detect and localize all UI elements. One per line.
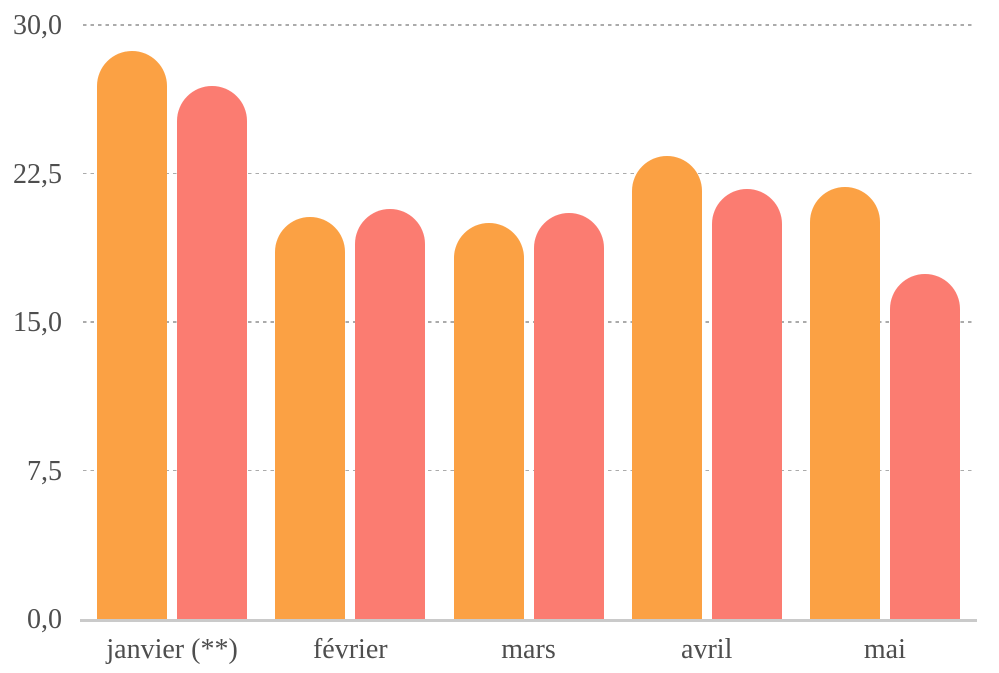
- gridline-7-5: [83, 469, 974, 472]
- x-axis-category-label: février: [312, 634, 388, 665]
- bar-red-février: [355, 209, 426, 619]
- y-axis-tick-label: 22,5: [13, 158, 62, 190]
- bar-orange-mai: [809, 187, 880, 619]
- x-axis-category-label: janvier (**): [106, 634, 238, 665]
- bar-red-mars: [533, 213, 604, 619]
- bar-orange-février: [275, 217, 346, 619]
- y-axis-tick-label: 7,5: [27, 455, 62, 487]
- x-axis-category-label: mai: [863, 634, 906, 665]
- y-axis-tick-label: 0,0: [27, 604, 62, 635]
- bar-orange-avril: [631, 155, 702, 619]
- x-axis-category-label: mars: [501, 634, 556, 665]
- y-axis-tick-label: 15,0: [13, 307, 62, 338]
- gridline-30-0: [83, 24, 974, 26]
- gridline-22-5: [83, 172, 974, 175]
- x-axis-category-label: avril: [681, 634, 733, 665]
- gridline-15-0: [83, 321, 974, 323]
- bar-orange-janvier: [97, 50, 168, 619]
- bar-red-avril: [711, 189, 782, 619]
- bar-orange-mars: [453, 223, 524, 619]
- bar-red-mai: [889, 274, 960, 619]
- x-axis-line: [80, 619, 977, 622]
- y-axis-tick-label: 30,0: [13, 10, 62, 41]
- bar-red-janvier: [177, 86, 248, 619]
